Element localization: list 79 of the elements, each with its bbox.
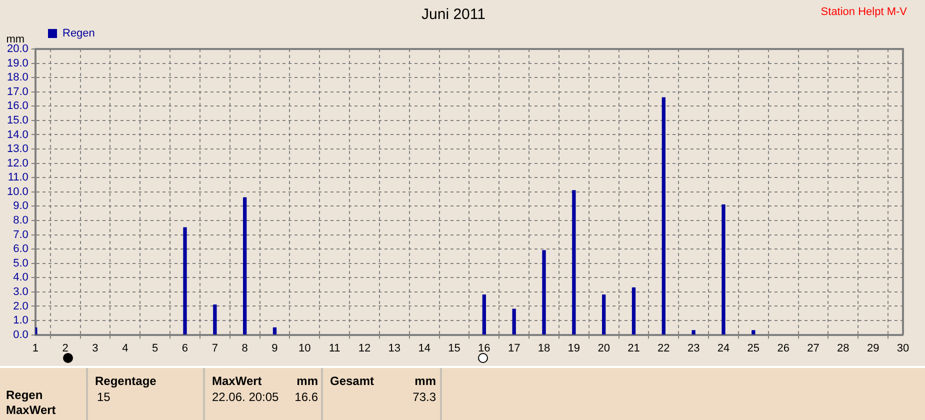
bar xyxy=(752,330,756,335)
bar xyxy=(542,250,546,335)
text: MaxWert xyxy=(212,374,262,388)
x-tick-label: 9 xyxy=(272,342,278,354)
bar xyxy=(213,304,217,335)
bar xyxy=(243,197,247,335)
y-tick-label: 15.0 xyxy=(6,114,28,126)
y-tick-label: 18.0 xyxy=(6,72,28,84)
bar xyxy=(662,97,666,335)
y-tick-label: 13.0 xyxy=(6,143,28,156)
y-tick-label: 9.0 xyxy=(13,200,28,212)
text: mm xyxy=(296,374,318,388)
x-tick-label: 4 xyxy=(122,342,128,354)
x-tick-label: 18 xyxy=(538,342,550,354)
text: Gesamt xyxy=(330,374,374,388)
y-tick-label: 11.0 xyxy=(8,172,28,184)
y-tick-label: 19.0 xyxy=(6,57,28,70)
x-tick-label: 27 xyxy=(807,342,820,354)
y-tick-label: 8.0 xyxy=(13,214,28,227)
x-tick-label: 1 xyxy=(32,342,38,354)
x-tick-label: 8 xyxy=(242,342,248,354)
y-tick-label: 12.0 xyxy=(6,157,28,170)
x-tick-label: 13 xyxy=(388,342,401,354)
legend-label: Regen xyxy=(62,28,95,40)
bar xyxy=(272,327,277,335)
x-tick-label: 3 xyxy=(92,342,98,354)
text: mm xyxy=(414,374,436,388)
x-tick-label: 16 xyxy=(478,342,490,354)
y-tick-label: 10.0 xyxy=(6,186,28,198)
y-tick-label: 2.0 xyxy=(13,300,28,312)
y-tick-label: 6.0 xyxy=(13,243,28,256)
y-tick-label: 14.0 xyxy=(6,128,28,141)
bar xyxy=(512,308,516,335)
x-tick-label: 30 xyxy=(896,342,910,354)
x-tick-label: 25 xyxy=(747,342,760,354)
x-tick-label: 19 xyxy=(568,342,580,354)
text: 73.3 xyxy=(412,390,436,404)
y-tick-label: 4.0 xyxy=(13,272,28,284)
y-tick-label: 16.0 xyxy=(6,100,28,112)
x-tick-label: 10 xyxy=(298,342,311,354)
y-tick-label: 17.0 xyxy=(6,86,28,98)
y-tick-label: 5.0 xyxy=(13,257,28,270)
x-tick-label: 14 xyxy=(418,342,430,354)
x-tick-label: 23 xyxy=(687,342,700,354)
bar xyxy=(572,190,576,335)
x-tick-label: 2 xyxy=(62,342,68,354)
x-tick-label: 26 xyxy=(777,342,790,354)
text: MaxWert xyxy=(6,403,56,417)
text: 15 xyxy=(97,390,110,404)
bar xyxy=(602,294,606,335)
chart-title: Juni 2011 xyxy=(422,6,486,24)
text: 16.6 xyxy=(294,390,318,404)
x-tick-label: 20 xyxy=(598,342,610,354)
x-tick-label: 7 xyxy=(212,342,218,354)
x-tick-label: 22 xyxy=(658,342,670,354)
bar xyxy=(722,204,726,335)
text: 22.06. 20:05 xyxy=(212,390,279,404)
text: Regentage xyxy=(95,374,156,388)
text: Regen xyxy=(6,388,43,402)
x-tick-label: 17 xyxy=(508,342,520,354)
bar xyxy=(632,287,636,335)
x-tick-label: 5 xyxy=(152,342,158,354)
x-tick-label: 15 xyxy=(448,342,460,354)
bar xyxy=(692,330,696,335)
text: Station Helpt M-V xyxy=(820,6,907,18)
bar xyxy=(482,294,486,335)
y-tick-label: 1.0 xyxy=(13,314,28,327)
x-tick-label: 21 xyxy=(628,342,640,354)
x-tick-label: 6 xyxy=(182,342,188,354)
bar xyxy=(183,227,187,335)
y-tick-label: 20.0 xyxy=(6,43,28,56)
y-tick-label: 0.0 xyxy=(13,328,28,341)
x-tick-label: 29 xyxy=(866,342,880,354)
y-tick-label: 7.0 xyxy=(13,228,28,241)
x-tick-label: 28 xyxy=(837,342,850,354)
x-tick-label: 12 xyxy=(358,342,371,354)
x-tick-label: 11 xyxy=(328,342,340,354)
y-tick-label: 3.0 xyxy=(13,286,28,298)
x-tick-label: 24 xyxy=(717,342,730,354)
